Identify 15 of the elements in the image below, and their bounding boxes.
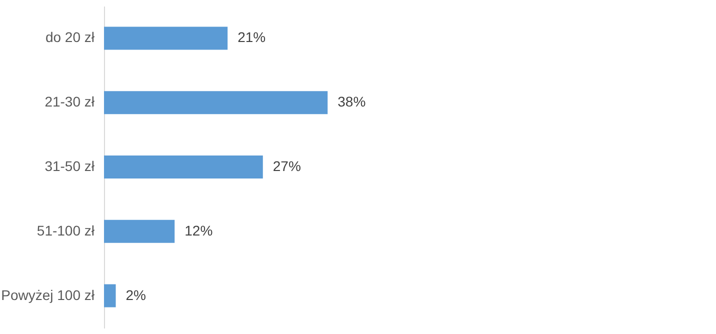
- data-label: 12%: [184, 222, 213, 238]
- bar: [104, 220, 175, 243]
- data-label: 2%: [126, 286, 146, 303]
- y-tick-label: 51-100 zł: [36, 222, 96, 238]
- bar: [104, 91, 328, 114]
- y-tick-label: Powyżej 100 zł: [1, 286, 96, 303]
- bar: [104, 26, 228, 50]
- data-label: 27%: [272, 158, 301, 174]
- bar: [104, 156, 263, 178]
- data-label: 38%: [338, 94, 366, 110]
- y-tick-label: 31-50 zł: [44, 158, 96, 174]
- data-label: 21%: [238, 29, 266, 46]
- bar: [104, 284, 116, 308]
- y-tick-label: do 20 zł: [45, 29, 96, 46]
- y-tick-label: 21-30 zł: [44, 94, 96, 110]
